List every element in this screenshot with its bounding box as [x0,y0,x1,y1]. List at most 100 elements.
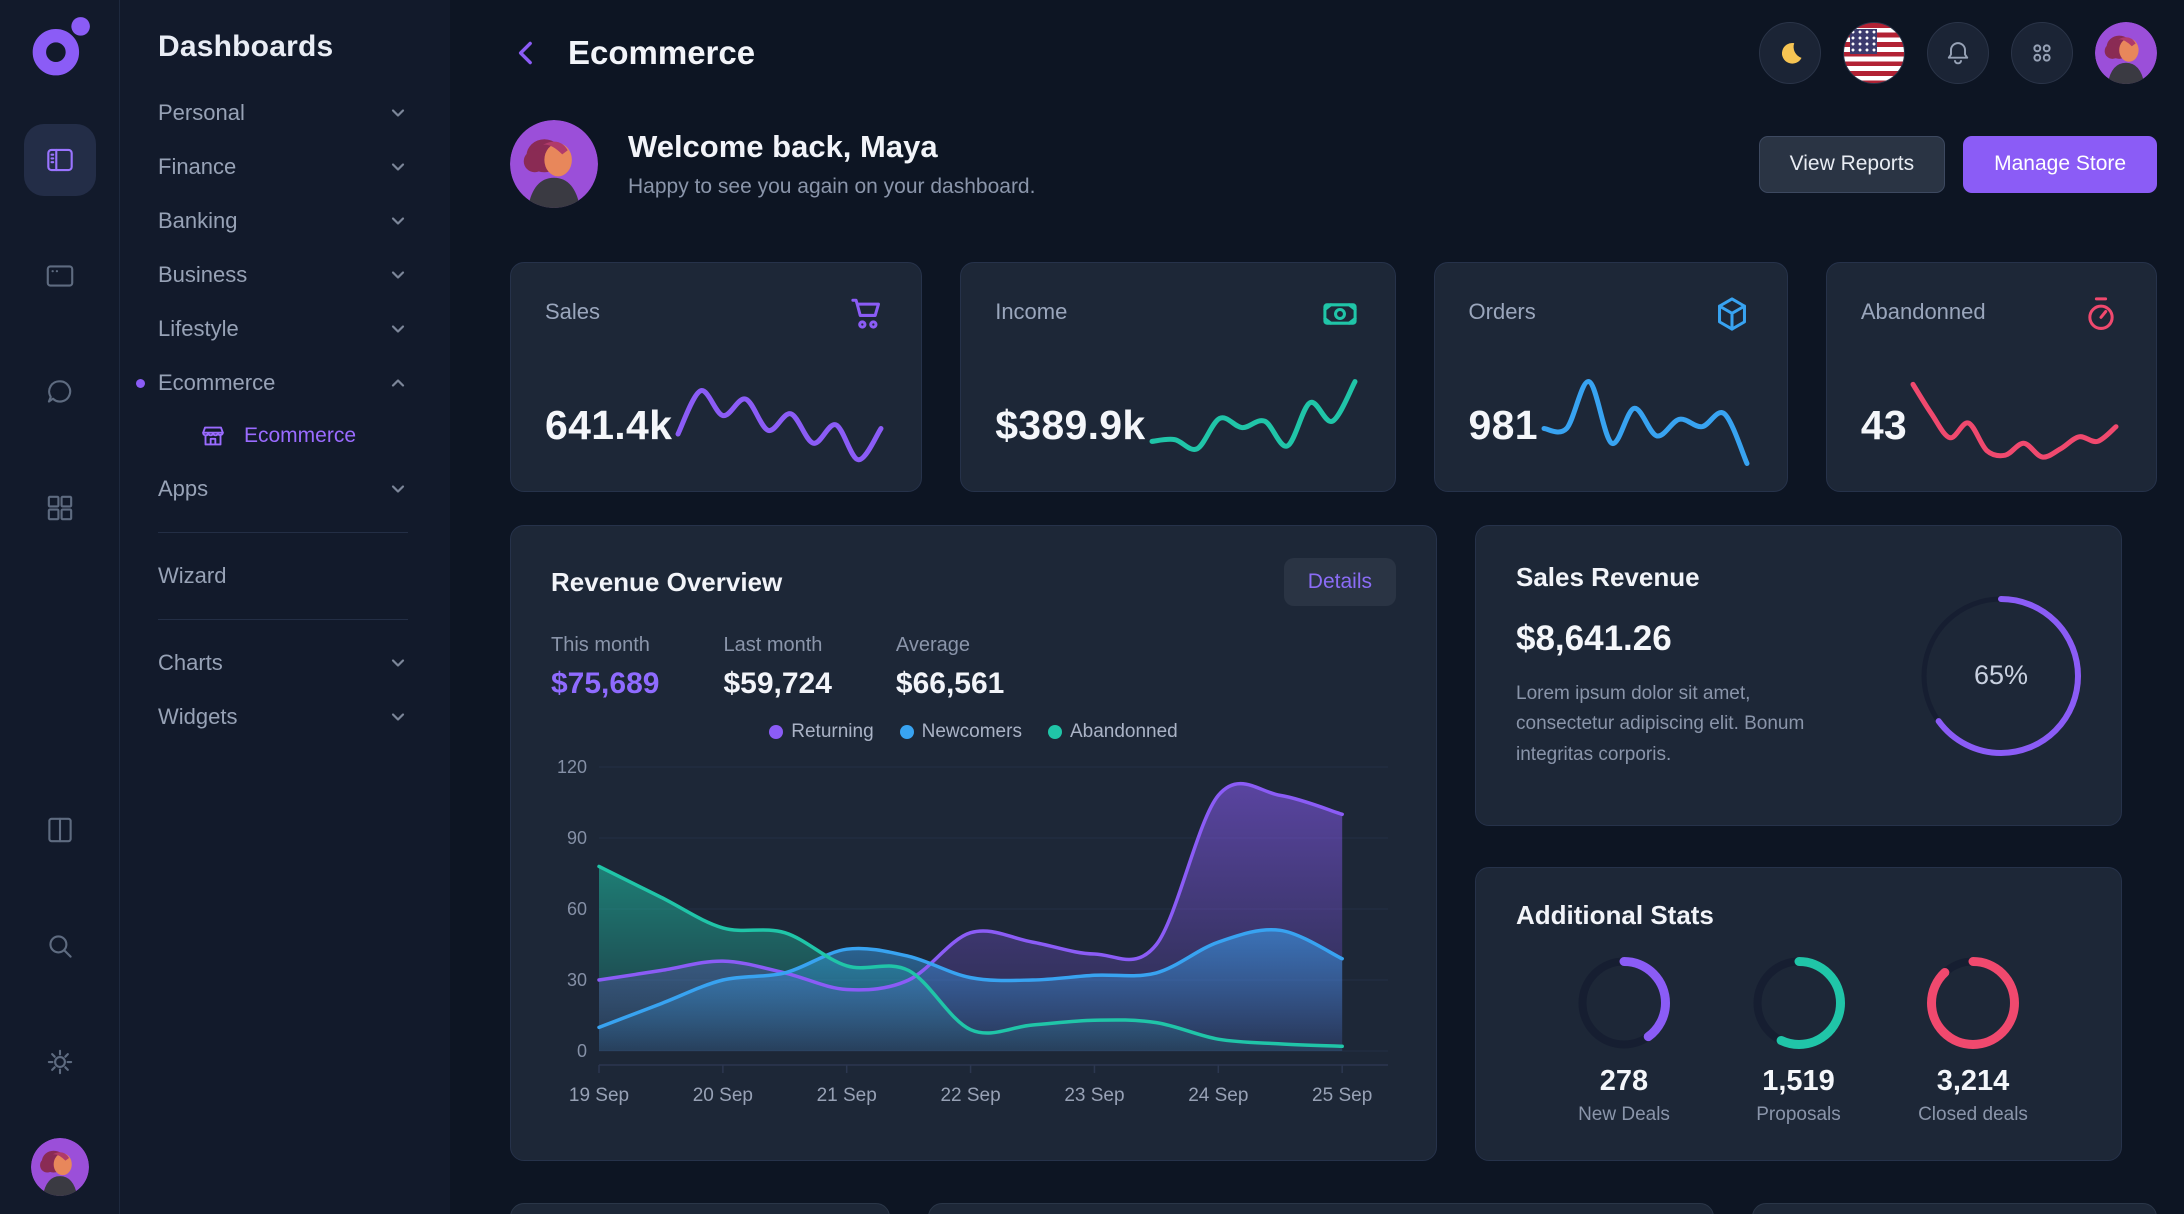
svg-text:120: 120 [557,757,587,777]
svg-text:19 Sep: 19 Sep [569,1085,629,1105]
legend-abandonned: Abandonned [1047,721,1178,743]
banknote-icon [1322,303,1357,325]
new-deals-stat: 278 New Deals [1544,957,1704,1126]
orders-stat-card[interactable]: Orders 981 [1433,262,1788,492]
nav-window-icon[interactable] [24,240,96,312]
search-icon[interactable] [24,910,96,982]
app-logo-icon[interactable] [27,14,93,80]
welcome-subtitle: Happy to see you again on your dashboard… [628,175,1036,198]
sidebar-item-label: Lifestyle [158,316,239,341]
stat-value: $66,561 [895,667,1005,700]
nav-dashboards-icon[interactable] [23,124,96,196]
sales-stat-card[interactable]: Sales 641.4k [510,262,923,492]
revenue-overview-card: Revenue Overview Details This month $75,… [510,525,1437,1161]
notifications-button[interactable] [1927,22,1990,84]
nav-grid-icon[interactable] [24,472,96,544]
sidebar-item-label: Ecommerce [158,370,276,395]
sales-revenue-donut: 65% [1921,595,2081,756]
sidebar-item-lifestyle[interactable]: Lifestyle [158,302,408,356]
partial-card [928,1203,1714,1214]
details-button[interactable]: Details [1283,558,1396,606]
chevron-up-icon [391,379,405,387]
sales-revenue-value: $8,641.26 [1516,619,1672,658]
split-view-icon[interactable] [24,794,96,866]
sidebar-item-label: Apps [158,476,209,501]
svg-text:25 Sep: 25 Sep [1312,1085,1372,1105]
rail-avatar[interactable] [30,1138,89,1196]
manage-store-button[interactable]: Manage Store [1963,135,2158,193]
svg-text:23 Sep: 23 Sep [1064,1085,1124,1105]
sidebar-item-widgets[interactable]: Widgets [158,690,408,744]
additional-stats-title: Additional Stats [1516,900,1714,930]
sidebar-item-ecommerce[interactable]: Ecommerce [136,356,408,410]
stat-value: $75,689 [551,667,660,700]
package-icon [1717,297,1746,331]
legend-newcomers: Newcomers [899,721,1022,743]
legend-dot [1047,725,1062,739]
cart-icon [851,298,881,329]
sidebar-item-label: Personal [158,100,245,125]
sales-revenue-title: Sales Revenue [1516,562,1700,592]
sidebar-item-label: Widgets [158,704,238,729]
income-stat-card[interactable]: Income $389.9k [960,262,1396,492]
language-flag-icon[interactable] [1843,22,1906,84]
welcome-banner: Welcome back, Maya Happy to see you agai… [510,120,2158,208]
sidebar-item-label: Banking [158,208,238,233]
svg-text:24 Sep: 24 Sep [1188,1085,1248,1105]
svg-text:30: 30 [567,970,587,990]
sidebar-item-wizard[interactable]: Wizard [158,549,408,603]
sidebar-item-charts[interactable]: Charts [158,636,408,690]
svg-text:60: 60 [567,899,587,919]
abandonned-sparkline [1910,381,2119,460]
chart-legend: Returning Newcomers Abandonned [551,721,1396,743]
sidebar-item-finance[interactable]: Finance [158,140,408,194]
svg-text:21 Sep: 21 Sep [817,1085,877,1105]
svg-text:22 Sep: 22 Sep [940,1085,1000,1105]
svg-text:90: 90 [567,828,587,848]
view-reports-button[interactable]: View Reports [1758,135,1946,193]
chevron-down-icon [391,325,405,333]
nav-chat-icon[interactable] [24,356,96,428]
back-button[interactable] [510,36,544,70]
stat-label: Abandonned [1860,299,1986,324]
sidebar-item-apps[interactable]: Apps [158,462,408,516]
proposals-donut [1752,957,1845,1049]
sidebar-item-personal[interactable]: Personal [158,86,408,140]
average-stat: Average $66,561 [896,634,1004,701]
svg-text:0: 0 [577,1041,587,1061]
stat-label: Income [995,299,1068,324]
chevron-down-icon [391,163,405,171]
stat-value: 3,214 [1936,1065,2010,1097]
stat-label: Closed deals [1918,1104,2028,1125]
revenue-area-chart: 0 30 60 90 120 19 Sep 20 Sep 21 Sep 22 Sep 23 Sep… [557,757,1388,1106]
menu-divider [158,619,408,620]
income-sparkline [1149,379,1358,452]
stat-value: 641.4k [545,401,673,448]
user-avatar[interactable] [2095,22,2158,84]
partial-card [1752,1203,2158,1214]
topbar: Ecommerce [510,20,2158,86]
menu-divider [158,532,408,533]
revenue-overview-title: Revenue Overview [551,566,783,597]
chevron-down-icon [391,217,405,225]
sidebar-subitem-ecommerce[interactable]: Ecommerce [158,410,408,462]
svg-text:20 Sep: 20 Sep [693,1085,753,1105]
icon-rail [0,0,120,1214]
stat-label: Sales [545,299,601,324]
settings-gear-icon[interactable] [24,1026,96,1098]
moon-icon [1782,42,1802,64]
storefront-icon [202,426,224,446]
sidebar-item-label: Wizard [158,563,227,588]
apps-launcher-button[interactable] [2011,22,2074,84]
abandonned-stat-card[interactable]: Abandonned 43 [1825,262,2158,492]
orders-sparkline [1541,379,1750,466]
sidebar-subitem-label: Ecommerce [244,424,357,447]
dark-mode-toggle[interactable] [1759,22,1822,84]
sidebar-item-banking[interactable]: Banking [158,194,408,248]
stat-label: New Deals [1578,1104,1670,1125]
sidebar-item-business[interactable]: Business [158,248,408,302]
closed-deals-donut [1927,957,2019,1049]
chevron-down-icon [391,109,405,117]
this-month-stat: This month $75,689 [551,634,659,701]
